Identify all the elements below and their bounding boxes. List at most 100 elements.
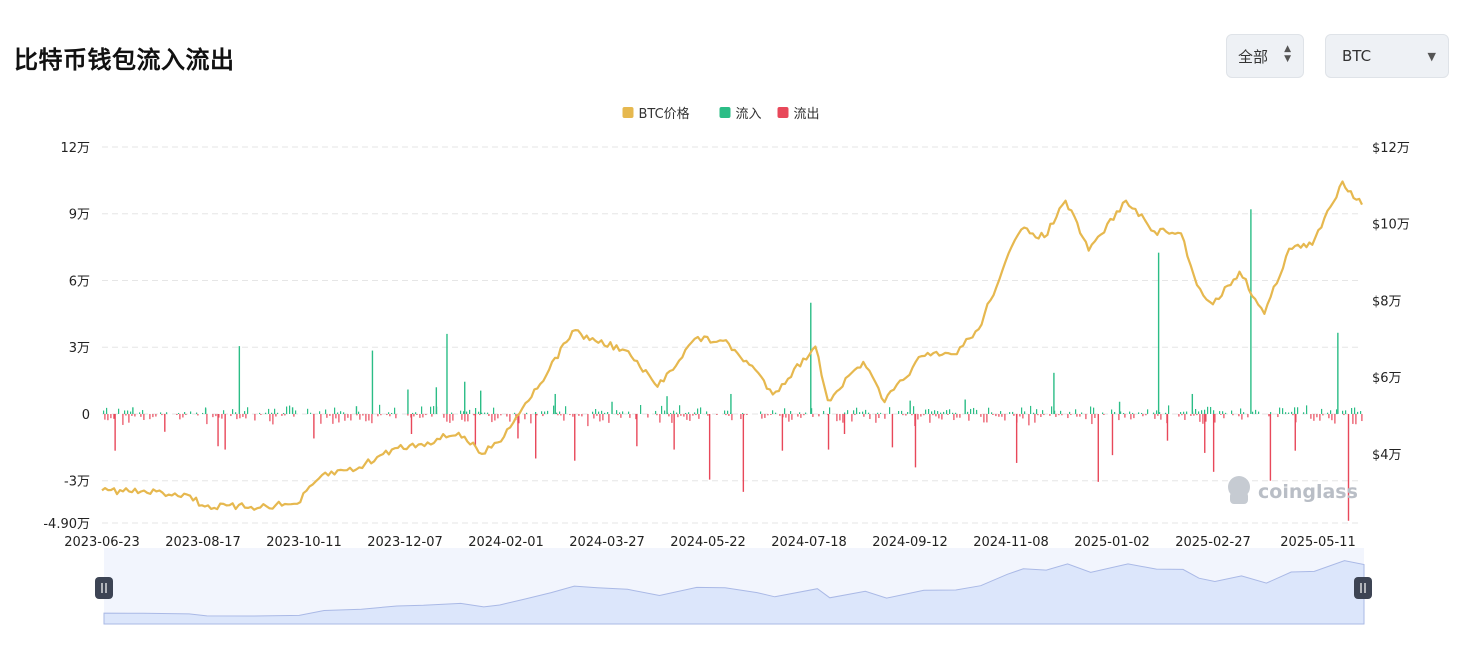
outflow-bar xyxy=(1091,414,1092,424)
inflow-bar xyxy=(1330,410,1331,414)
outflow-bar xyxy=(902,414,903,415)
inflow-bar xyxy=(307,409,308,414)
outflow-bar xyxy=(356,414,357,415)
inflow-bar xyxy=(1321,409,1322,414)
outflow-bar xyxy=(1319,414,1320,421)
outflow-bar xyxy=(680,414,681,416)
outflow-bar xyxy=(569,414,570,415)
inflow-bar xyxy=(934,410,935,414)
x-tick: 2024-03-27 xyxy=(569,535,645,550)
inflow-bar xyxy=(1345,410,1346,414)
outflow-bar xyxy=(686,414,687,420)
inflow-bar xyxy=(1114,412,1115,414)
inflow-bar xyxy=(862,412,863,414)
outflow-bar xyxy=(395,414,396,418)
outflow-bar xyxy=(905,414,906,416)
inflow-bar xyxy=(514,413,515,414)
outflow-bar xyxy=(746,414,747,415)
range-navigator[interactable] xyxy=(95,548,1372,624)
x-axis: 2023-06-23 2023-08-17 2023-10-11 2023-12-07… xyxy=(64,535,1356,550)
outflow-bar xyxy=(473,414,474,415)
outflow-bar xyxy=(413,414,414,416)
outflow-bar xyxy=(761,414,762,419)
outflow-bar xyxy=(800,414,801,418)
price-line xyxy=(102,182,1362,510)
outflow-bar xyxy=(770,414,771,415)
outflow-bar xyxy=(1331,414,1332,420)
inflow-bar xyxy=(553,406,554,414)
inflow-bar xyxy=(1231,411,1232,414)
inflow-bar xyxy=(232,409,233,414)
outflow-bar xyxy=(677,414,678,417)
outflow-bar xyxy=(224,414,225,450)
inflow-bar xyxy=(847,410,848,414)
outflow-bar xyxy=(581,414,582,416)
inflow-bar xyxy=(337,413,338,414)
outflow-bar xyxy=(869,414,870,419)
inflow-bar xyxy=(310,413,311,414)
outflow-bar xyxy=(1193,414,1194,416)
inflow-bar xyxy=(265,413,266,414)
inflow-bar xyxy=(127,410,128,413)
inflow-bar xyxy=(205,408,206,414)
x-tick: 2023-06-23 xyxy=(64,535,140,550)
inflow-bar xyxy=(967,412,968,414)
inflow-bar xyxy=(463,411,464,414)
inflow-bar xyxy=(799,412,800,414)
inflow-bar xyxy=(1225,413,1226,414)
outflow-bar xyxy=(560,414,561,415)
coinglass-logo xyxy=(1230,492,1248,504)
inflow-bar xyxy=(478,412,479,414)
inflow-bar xyxy=(595,409,596,414)
inflow-bar xyxy=(1213,410,1214,414)
inflow-bar xyxy=(166,412,167,414)
inflow-bar xyxy=(946,410,947,414)
outflow-bar xyxy=(500,414,501,415)
outflow-bar xyxy=(475,414,476,446)
outflow-bar xyxy=(1103,414,1104,415)
outflow-bar xyxy=(134,414,135,417)
inflow-bar xyxy=(742,413,743,414)
inflow-bar xyxy=(1342,411,1343,414)
outflow-bar xyxy=(1085,414,1086,419)
inflow-bar xyxy=(1153,413,1154,414)
outflow-bar xyxy=(673,414,674,450)
inflow-bar xyxy=(1042,410,1043,414)
outflow-bar xyxy=(764,414,765,418)
outflow-bar xyxy=(230,414,231,416)
inflow-bar xyxy=(1204,410,1205,414)
outflow-bar xyxy=(1124,414,1125,418)
outflow-bar xyxy=(524,414,525,419)
outflow-bar xyxy=(1004,414,1005,420)
inflow-bar xyxy=(1030,406,1031,414)
outflow-bar xyxy=(1184,414,1185,420)
outflow-bar xyxy=(1334,414,1335,424)
inflow-bar xyxy=(1282,408,1283,414)
outflow-bar xyxy=(1361,414,1362,421)
outflow-bar xyxy=(671,414,672,423)
inflow-bar xyxy=(1219,411,1220,414)
outflow-bar xyxy=(1058,414,1059,415)
outflow-bar xyxy=(608,414,609,423)
inflow-bar xyxy=(1210,407,1211,414)
outflow-bar xyxy=(1178,414,1179,417)
price-series xyxy=(102,182,1362,510)
outflow-bar xyxy=(242,414,243,417)
outflow-bar xyxy=(683,414,684,417)
inflow-bar xyxy=(670,413,671,414)
outflow-bar xyxy=(212,414,213,417)
outflow-bar xyxy=(535,414,536,458)
outflow-bar xyxy=(254,414,255,420)
outflow-bar xyxy=(236,414,237,419)
inflow-bar xyxy=(1069,412,1070,414)
outflow-bar xyxy=(411,414,412,434)
outflow-bar xyxy=(113,414,114,419)
y-right-tick: $12万 xyxy=(1372,141,1410,156)
y-left-tick: -4.90万 xyxy=(43,517,90,532)
outflow-bar xyxy=(1160,414,1161,420)
inflow-bar xyxy=(1294,407,1295,414)
outflow-bar xyxy=(338,414,339,422)
outflow-bar xyxy=(371,414,372,423)
outflow-bar xyxy=(335,414,336,418)
